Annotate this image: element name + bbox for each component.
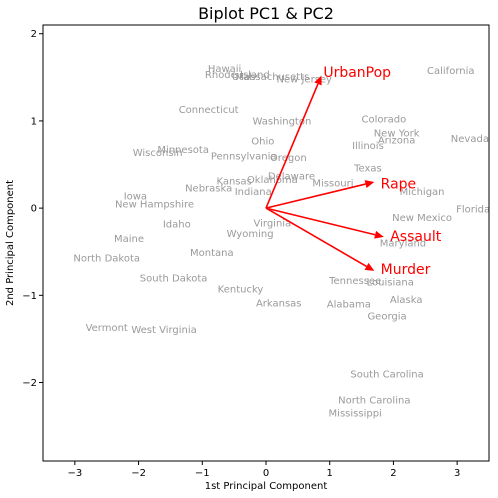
- state-label: Delaware: [268, 171, 315, 182]
- state-label: Arizona: [378, 136, 416, 147]
- state-label: California: [427, 66, 475, 77]
- y-axis-label: 2nd Principal Component: [5, 180, 16, 306]
- state-label: Mississippi: [329, 409, 382, 420]
- state-label: Oregon: [270, 153, 307, 164]
- state-label: Missouri: [312, 178, 353, 189]
- state-label: Washington: [253, 116, 312, 127]
- loading-arrow: [265, 207, 376, 236]
- state-label: Texas: [353, 164, 382, 175]
- state-label: North Carolina: [338, 395, 410, 406]
- state-label: Kansas: [216, 177, 251, 188]
- state-label: Minnesota: [157, 145, 209, 156]
- state-label: Rhode Island: [205, 70, 270, 81]
- state-label: Massachusetts: [235, 72, 309, 83]
- state-label: Utah: [232, 72, 256, 83]
- state-label: Tennessee: [328, 276, 381, 287]
- state-label: Vermont: [86, 323, 128, 334]
- x-tick-label: 0: [263, 468, 269, 479]
- state-label: South Dakota: [140, 273, 208, 284]
- state-label: Connecticut: [179, 105, 239, 116]
- state-label: Wisconsin: [133, 148, 183, 159]
- state-label: Nevada: [451, 134, 489, 145]
- state-label: Illinois: [352, 141, 384, 152]
- y-tick-label: 2: [31, 29, 37, 40]
- x-axis-label: 1st Principal Component: [205, 481, 328, 492]
- loading-label: Rape: [381, 177, 417, 193]
- loading-label: UrbanPop: [323, 65, 391, 81]
- state-label: Ohio: [251, 136, 274, 147]
- x-tick-label: 1: [327, 468, 333, 479]
- state-label: Oklahoma: [247, 175, 298, 186]
- state-label: New Jersey: [276, 75, 332, 86]
- y-tick-label: 1: [31, 116, 37, 127]
- loading-arrowhead: [364, 180, 375, 188]
- loading-arrow: [265, 83, 319, 209]
- state-label: Georgia: [367, 312, 406, 323]
- state-label: Louisiana: [367, 278, 414, 289]
- x-tick-label: 2: [390, 468, 396, 479]
- state-label: Iowa: [124, 191, 147, 202]
- x-tick-label: 3: [454, 468, 460, 479]
- state-label: Kentucky: [218, 285, 264, 296]
- x-tick-label: −3: [67, 468, 82, 479]
- y-tick-label: −2: [22, 378, 37, 389]
- y-tick-label: 0: [31, 204, 37, 215]
- state-label: Virginia: [254, 218, 292, 229]
- state-label: Maryland: [380, 239, 426, 250]
- state-label: New Mexico: [392, 213, 452, 224]
- state-label: Michigan: [400, 187, 445, 198]
- state-label: Alabama: [327, 300, 371, 311]
- state-label: Hawaii: [208, 64, 242, 75]
- state-label: Indiana: [235, 187, 272, 198]
- loading-label: Assault: [390, 229, 442, 245]
- loading-arrowhead: [314, 75, 322, 86]
- state-label: Pennsylvania: [211, 151, 277, 162]
- chart-title: Biplot PC1 & PC2: [198, 4, 334, 23]
- loading-arrowhead: [364, 262, 375, 271]
- state-label: Montana: [190, 248, 234, 259]
- loading-arrow: [265, 183, 366, 209]
- x-tick-label: −1: [195, 468, 210, 479]
- state-label: South Carolina: [350, 369, 423, 380]
- state-label: West Virginia: [131, 325, 196, 336]
- state-label: New Hampshire: [115, 199, 194, 210]
- loading-arrowhead: [374, 230, 384, 239]
- plot-frame: [42, 24, 490, 462]
- loading-arrow: [265, 207, 367, 268]
- x-tick-label: −2: [131, 468, 146, 479]
- state-label: Arkansas: [256, 299, 302, 310]
- state-label: Alaska: [390, 295, 423, 306]
- y-tick-label: −1: [22, 291, 37, 302]
- state-label: Nebraska: [185, 184, 232, 195]
- state-label: Idaho: [163, 219, 191, 230]
- state-label: Wyoming: [227, 229, 274, 240]
- state-label: Florida: [456, 204, 490, 215]
- state-label: Colorado: [362, 115, 407, 126]
- state-label: Maine: [114, 234, 144, 245]
- state-label: New York: [374, 129, 420, 140]
- loading-label: Murder: [381, 262, 431, 278]
- state-label: North Dakota: [73, 253, 140, 264]
